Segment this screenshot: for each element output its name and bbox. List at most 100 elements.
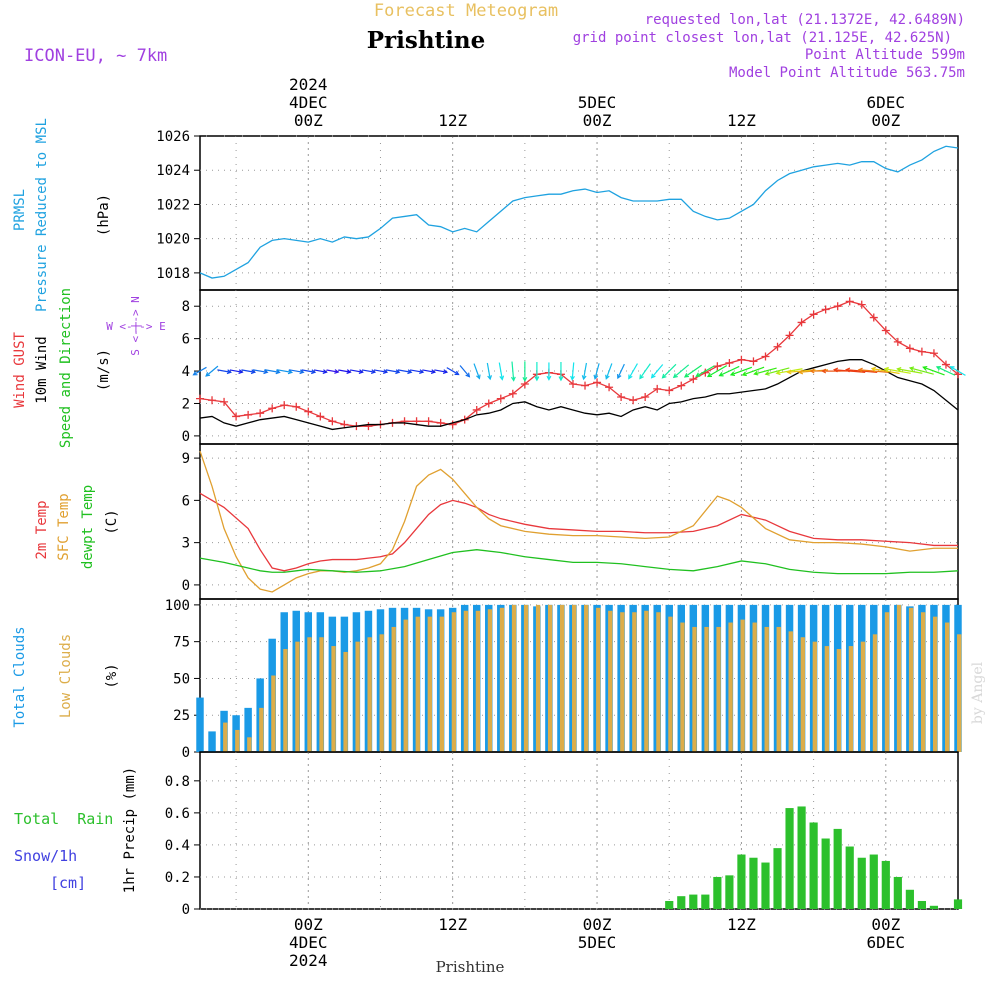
winddir-arrow — [422, 369, 435, 373]
winddir-arrowhead — [570, 375, 575, 381]
low-clouds-bar — [584, 604, 589, 752]
winddir-arrowhead — [672, 373, 678, 379]
gust-point — [893, 337, 902, 346]
top-time-label: 00Z — [583, 111, 612, 130]
gust-point — [881, 326, 890, 335]
gust-label: Wind GUST — [12, 332, 28, 408]
pressure-frame — [199, 135, 959, 291]
winddir-arrowhead — [797, 369, 804, 375]
gust-point — [797, 318, 806, 327]
winddir-arrow — [684, 364, 702, 378]
rain-bar — [953, 899, 963, 909]
winddir-arrow — [264, 369, 280, 373]
winddir-arrowhead — [844, 367, 851, 373]
low-clouds-bar — [644, 610, 649, 752]
prmsl-label: PRMSL — [12, 189, 28, 231]
rain-bar — [665, 900, 674, 909]
gust-line — [199, 300, 959, 427]
winddir-arrow — [897, 368, 923, 374]
gust-point — [617, 392, 626, 401]
clouds-ytick-label: 0 — [182, 745, 190, 761]
wind-ytick-label: 4 — [182, 364, 190, 380]
bottom-time-label: 12Z — [438, 915, 467, 934]
winddir-arrow — [730, 366, 753, 376]
winddir-arrowhead — [499, 375, 505, 381]
gust-point — [677, 381, 686, 390]
winddir-arrowhead — [832, 367, 839, 373]
pressure-panel: 1018 1020 1022 1024 1026 — [156, 129, 959, 291]
gust-point — [605, 383, 614, 392]
winddir-arrow — [289, 369, 304, 373]
low-clouds-bar — [403, 619, 408, 752]
low-clouds-bar — [259, 707, 264, 752]
precip-ytick-label: 0 — [182, 902, 190, 918]
low-clouds-bar — [824, 646, 830, 752]
rain-bar — [905, 889, 914, 909]
pressure-unit-label: (hPa) — [96, 194, 112, 236]
pressure-ytick-label: 1024 — [156, 163, 190, 179]
winddir-arrow — [326, 369, 339, 373]
time-axis-top: 20244DEC00Z12Z5DEC00Z12Z6DEC00Z12Z — [289, 75, 905, 130]
winddir-arrowhead — [275, 369, 281, 375]
rain-bar — [725, 875, 734, 909]
precip-ytick-label: 0.8 — [165, 774, 190, 790]
low-clouds-bar — [932, 616, 938, 752]
gust-point — [737, 355, 746, 364]
dewpt-label: dewpt Temp — [80, 485, 96, 569]
low-clouds-bar — [223, 722, 228, 752]
winddir-arrowhead — [534, 376, 540, 382]
winddir-arrowhead — [442, 369, 449, 375]
pressure-ytick-label: 1018 — [156, 266, 190, 282]
gust-point — [857, 300, 866, 309]
gust-point — [629, 396, 638, 405]
winddir-arrow — [605, 363, 613, 379]
low-clouds-bar — [812, 641, 817, 752]
precip-ytick-label: 0.2 — [165, 870, 190, 886]
top-time-label: 00Z — [871, 111, 900, 130]
pressure-ytick-label: 1022 — [156, 197, 190, 213]
winddir-arrowhead — [346, 369, 352, 374]
winddir-arrowhead — [322, 369, 328, 375]
winddir-arrow — [459, 365, 470, 377]
gust-point — [581, 381, 590, 390]
precip-panel: 0 0.2 0.4 0.6 0.8 — [165, 751, 963, 918]
gust-point — [641, 392, 650, 401]
winddir-arrow — [434, 369, 447, 373]
winddir-arrowhead — [883, 366, 889, 372]
winddir-arrow — [205, 365, 219, 377]
sfc-line — [199, 450, 958, 593]
gust-point — [593, 378, 602, 387]
low-clouds-bar — [920, 612, 926, 752]
t2m-label: 2m Temp — [34, 500, 50, 559]
top-time-label: 2024 — [289, 75, 328, 94]
rain-bar — [821, 838, 830, 909]
winddir-arrow — [639, 363, 651, 379]
winddir-arrowhead — [650, 373, 656, 379]
winddir-arrow — [571, 362, 575, 380]
winddir-arrowhead — [775, 370, 781, 376]
low-clouds-bar — [355, 641, 360, 752]
gust-point — [292, 402, 301, 411]
winddir-arrow — [662, 363, 677, 379]
winddir-arrow — [884, 368, 911, 374]
temperature-ytick-label: 6 — [182, 493, 190, 509]
winddir-arrow — [936, 366, 956, 376]
winddir-arrowhead — [753, 370, 759, 376]
low-clouds-bar — [752, 622, 757, 752]
precip-ytick-label: 0.4 — [165, 838, 190, 854]
low-clouds-bar — [547, 604, 553, 752]
winddir-arrow — [252, 369, 268, 373]
gust-point — [568, 380, 577, 389]
bottom-time-label: 4DEC — [289, 933, 328, 952]
gust-point — [196, 394, 204, 403]
pressure-line — [199, 145, 959, 279]
winddir-arrow — [834, 369, 866, 374]
gust-point — [400, 417, 409, 426]
winddir-arrow — [241, 369, 255, 373]
winddir-arrowhead — [226, 369, 232, 375]
winddir-arrowhead — [250, 369, 257, 375]
speed-dir-label: Speed and Direction — [58, 288, 74, 448]
wind-ytick-label: 0 — [182, 429, 190, 445]
low-clouds-bar — [439, 616, 445, 752]
t2m-line — [199, 492, 958, 572]
